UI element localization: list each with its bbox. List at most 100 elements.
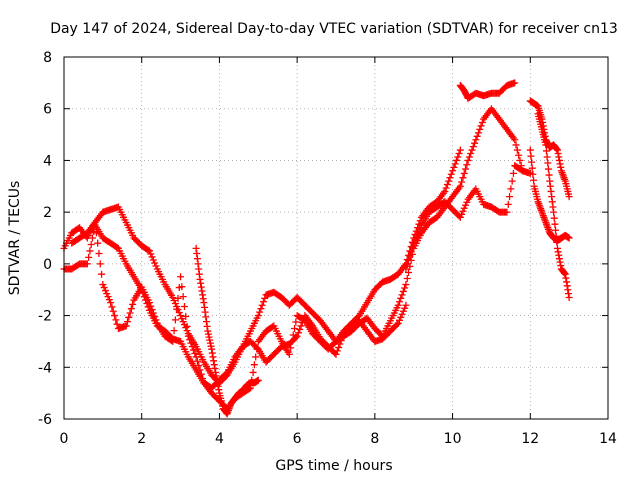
axis-ticks: 0 2 4 6 8 10 12 14 -6 -4 -2 0 2 4 6 8 bbox=[38, 50, 617, 447]
data-point bbox=[398, 291, 406, 299]
data-point bbox=[332, 350, 340, 358]
data-point bbox=[403, 275, 411, 283]
y-axis-label: SDTVAR / TECUs bbox=[7, 181, 23, 296]
data-point bbox=[511, 79, 519, 87]
data-point bbox=[402, 265, 410, 273]
data-point bbox=[508, 177, 516, 185]
data-point bbox=[152, 262, 160, 270]
data-point bbox=[503, 208, 511, 216]
data-point bbox=[395, 316, 403, 324]
data-point bbox=[454, 153, 462, 161]
data-point bbox=[291, 325, 299, 332]
data-point bbox=[292, 318, 300, 326]
x-axis-label: GPS time / hours bbox=[275, 458, 392, 474]
data-point bbox=[411, 236, 419, 244]
data-point bbox=[169, 293, 177, 301]
data-point bbox=[506, 193, 514, 201]
series-track-h bbox=[526, 146, 573, 245]
data-point bbox=[459, 207, 467, 215]
data-point bbox=[178, 315, 186, 323]
data-point bbox=[442, 184, 450, 192]
data-point bbox=[441, 187, 449, 195]
data-point bbox=[259, 298, 267, 306]
data-point bbox=[101, 287, 109, 295]
data-point bbox=[86, 247, 94, 255]
series-track-i bbox=[534, 110, 573, 301]
data-point bbox=[92, 229, 100, 237]
data-point bbox=[197, 370, 205, 378]
data-point bbox=[415, 227, 423, 235]
data-point bbox=[145, 247, 153, 255]
data-point bbox=[445, 177, 453, 185]
series-track-e bbox=[402, 162, 534, 273]
data-point bbox=[261, 294, 269, 302]
data-point bbox=[100, 284, 108, 292]
chart-title: Day 147 of 2024, Sidereal Day-to-day VTE… bbox=[50, 21, 618, 37]
data-point bbox=[333, 347, 341, 355]
data-point bbox=[412, 233, 420, 241]
data-point bbox=[527, 152, 535, 160]
data-point bbox=[294, 329, 302, 337]
data-point bbox=[183, 322, 191, 330]
y-tick-label: 8 bbox=[43, 50, 52, 66]
data-point bbox=[465, 153, 473, 161]
data-markers bbox=[60, 79, 573, 418]
data-point bbox=[336, 340, 344, 348]
data-point bbox=[125, 313, 133, 321]
data-point bbox=[337, 337, 345, 345]
data-point bbox=[83, 260, 91, 268]
data-point bbox=[285, 350, 293, 358]
data-point bbox=[509, 169, 517, 177]
data-point bbox=[222, 370, 230, 378]
x-tick-label: 2 bbox=[137, 431, 146, 447]
data-point bbox=[292, 334, 300, 342]
data-point bbox=[113, 320, 121, 328]
y-tick-label: -2 bbox=[38, 309, 52, 325]
data-point bbox=[542, 147, 550, 155]
data-point bbox=[477, 122, 485, 130]
data-point bbox=[174, 294, 182, 302]
data-point bbox=[171, 316, 179, 324]
x-tick-label: 12 bbox=[521, 431, 539, 447]
data-point bbox=[180, 303, 188, 311]
data-point bbox=[254, 376, 262, 384]
data-point bbox=[468, 146, 476, 154]
data-point bbox=[516, 156, 524, 164]
data-point bbox=[182, 312, 190, 320]
data-point bbox=[151, 312, 159, 320]
data-point bbox=[170, 327, 178, 335]
plot-frame bbox=[63, 56, 609, 420]
data-point bbox=[467, 150, 475, 158]
data-point bbox=[460, 204, 468, 212]
data-point bbox=[179, 318, 187, 326]
data-point bbox=[188, 343, 196, 351]
data-point bbox=[87, 240, 95, 248]
data-point bbox=[529, 170, 537, 178]
data-point bbox=[407, 248, 415, 256]
x-tick-label: 4 bbox=[215, 431, 224, 447]
data-point bbox=[258, 301, 266, 309]
data-point bbox=[254, 312, 262, 320]
data-point bbox=[94, 239, 102, 247]
x-tick-label: 8 bbox=[370, 431, 379, 447]
data-point bbox=[169, 337, 177, 345]
data-point bbox=[458, 178, 466, 186]
data-point bbox=[401, 284, 409, 292]
data-point bbox=[464, 156, 472, 164]
data-point bbox=[187, 339, 195, 347]
x-tick-label: 6 bbox=[293, 431, 302, 447]
data-point bbox=[257, 305, 265, 313]
data-point bbox=[543, 153, 551, 161]
data-point bbox=[293, 332, 301, 340]
data-point bbox=[144, 246, 152, 254]
data-point bbox=[530, 176, 538, 184]
data-point bbox=[551, 220, 559, 228]
data-point bbox=[542, 141, 550, 149]
data-point bbox=[149, 309, 157, 317]
series-track-f bbox=[456, 79, 519, 102]
data-point bbox=[96, 260, 104, 268]
series-track-d bbox=[192, 244, 262, 418]
data-point bbox=[447, 170, 455, 178]
data-point bbox=[98, 270, 106, 278]
